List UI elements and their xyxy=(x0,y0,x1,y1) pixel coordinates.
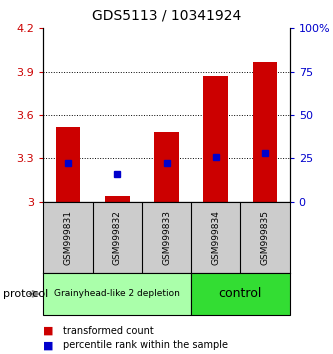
Text: protocol: protocol xyxy=(3,289,49,299)
Text: GSM999835: GSM999835 xyxy=(260,210,270,265)
Bar xyxy=(203,76,228,202)
Text: GSM999832: GSM999832 xyxy=(113,210,122,265)
Bar xyxy=(154,132,179,202)
Bar xyxy=(56,127,80,202)
Text: transformed count: transformed count xyxy=(63,326,154,336)
Text: GSM999831: GSM999831 xyxy=(63,210,73,265)
Text: GDS5113 / 10341924: GDS5113 / 10341924 xyxy=(92,9,241,23)
Text: ■: ■ xyxy=(43,340,54,350)
Text: control: control xyxy=(219,287,262,300)
Text: percentile rank within the sample: percentile rank within the sample xyxy=(63,340,228,350)
Bar xyxy=(105,196,130,202)
Text: ■: ■ xyxy=(43,326,54,336)
Text: Grainyhead-like 2 depletion: Grainyhead-like 2 depletion xyxy=(54,289,180,298)
Text: GSM999833: GSM999833 xyxy=(162,210,171,265)
Bar xyxy=(191,273,290,315)
Text: GSM999834: GSM999834 xyxy=(211,210,220,265)
Bar xyxy=(253,62,277,202)
Bar xyxy=(43,273,191,315)
